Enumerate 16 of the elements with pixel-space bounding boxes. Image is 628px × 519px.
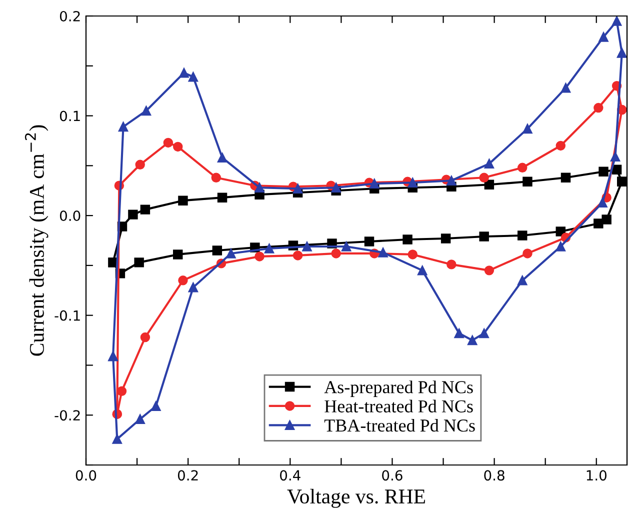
x-tick-label: 1.0 (586, 470, 606, 481)
y-axis-title: Current density (mA cm$^{−2}$) (24, 125, 48, 356)
y-tick-label: -0.2 (54, 410, 80, 421)
y-tick-label: 0.0 (60, 210, 80, 222)
legend-label: Heat-treated Pd NCs (324, 400, 473, 412)
y-tick-label: -0.1 (54, 310, 80, 321)
x-tick-label: 0.6 (382, 470, 402, 481)
x-tick-label: 0.8 (484, 470, 504, 481)
y-tick-label: 0.1 (60, 110, 80, 122)
x-tick-label: 0.0 (76, 470, 96, 481)
y-tick-label: 0.2 (60, 10, 80, 22)
legend-label: As-prepared Pd NCs (324, 380, 473, 397)
x-axis-title: Voltage vs. RHE (287, 488, 426, 508)
x-tick-label: 0.2 (178, 470, 198, 481)
x-tick-label: 0.4 (280, 470, 300, 481)
legend-label: TBA-treated Pd NCs (324, 418, 475, 432)
